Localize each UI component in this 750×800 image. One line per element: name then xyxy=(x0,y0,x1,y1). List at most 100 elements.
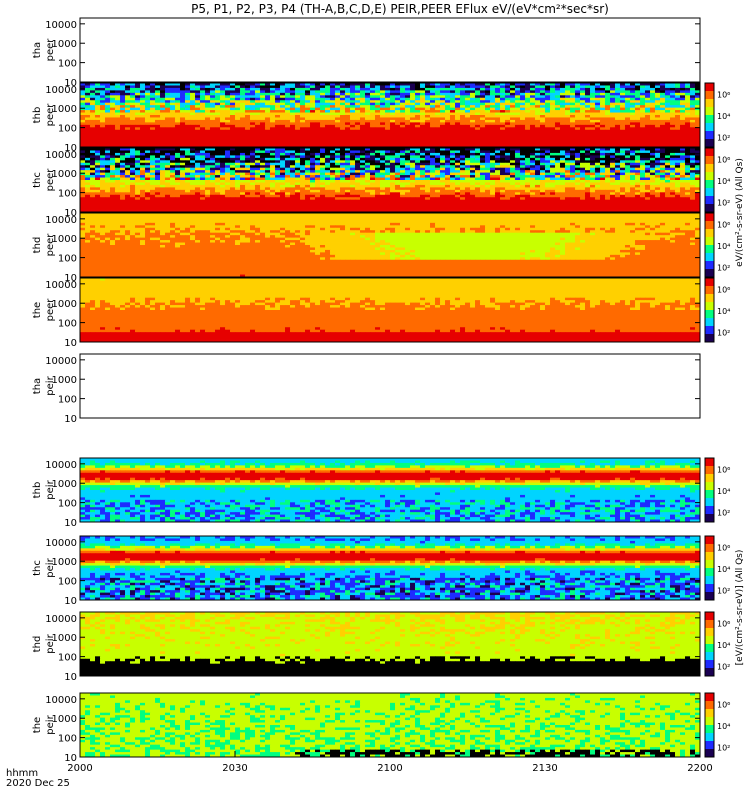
spectrogram-cell xyxy=(320,85,326,89)
spectrogram-cell xyxy=(620,180,626,183)
spectrogram-cell xyxy=(200,177,206,181)
spectrogram-cell xyxy=(610,117,616,121)
spectrogram-cell xyxy=(345,134,351,138)
spectrogram-cell xyxy=(680,112,686,116)
spectrogram-cell xyxy=(365,152,371,156)
spectrogram-cell xyxy=(265,83,271,86)
spectrogram-cell xyxy=(285,167,291,171)
spectrogram-cell xyxy=(440,83,446,86)
spectrogram-cell xyxy=(610,124,616,128)
spectrogram-cell xyxy=(615,152,621,156)
spectrogram-cell xyxy=(485,92,491,96)
spectrogram-cell xyxy=(445,177,451,181)
spectrogram-cell xyxy=(445,97,451,101)
spectrogram-cell xyxy=(460,152,466,156)
spectrogram-cell xyxy=(190,87,196,91)
spectrogram-cell xyxy=(655,150,661,154)
spectrogram-cell xyxy=(650,180,656,183)
spectrogram-cell xyxy=(565,87,571,91)
spectrogram-cell xyxy=(670,122,676,126)
spectrogram-cell xyxy=(395,170,401,174)
spectrogram-cell xyxy=(625,155,631,159)
spectrogram-cell xyxy=(250,167,256,171)
spectrogram-cell xyxy=(130,167,136,171)
spectrogram-cell xyxy=(360,134,366,138)
spectrogram-cell xyxy=(585,152,591,156)
spectrogram-cell xyxy=(450,95,456,99)
spectrogram-cell xyxy=(415,124,421,128)
spectrogram-cell xyxy=(320,122,326,126)
spectrogram-cell xyxy=(430,165,436,169)
spectrogram-cell xyxy=(625,137,631,141)
spectrogram-cell xyxy=(565,152,571,156)
spectrogram-cell xyxy=(220,124,226,128)
spectrogram-cell xyxy=(205,83,211,86)
spectrogram-cell xyxy=(650,127,656,131)
spectrogram-cell xyxy=(90,160,96,164)
spectrogram-cell xyxy=(495,124,501,128)
spectrogram-cell xyxy=(80,85,86,89)
spectrogram-cell xyxy=(115,180,121,183)
spectrogram-cell xyxy=(140,97,146,101)
spectrogram-cell xyxy=(350,122,356,126)
spectrogram-cells xyxy=(80,148,701,213)
spectrogram-cell xyxy=(105,139,111,143)
spectrogram-cell xyxy=(655,177,661,181)
spectrogram-cell xyxy=(515,132,521,136)
spectrogram-cell xyxy=(685,100,691,104)
spectrogram-cell xyxy=(90,137,96,141)
spectrogram-cell xyxy=(200,85,206,89)
spectrogram-cell xyxy=(650,144,656,148)
spectrogram-cell xyxy=(325,119,331,123)
spectrogram-cell xyxy=(640,144,646,148)
spectrogram-cell xyxy=(475,124,481,128)
spectrogram-cell xyxy=(155,177,161,181)
spectrogram-cell xyxy=(360,83,366,86)
spectrogram-cell xyxy=(685,110,691,113)
spectrogram-cell xyxy=(145,177,151,181)
spectrogram-cell xyxy=(460,165,466,169)
spectrogram-cell xyxy=(80,102,86,106)
spectrogram-cell xyxy=(140,157,146,161)
spectrogram-cell xyxy=(325,102,331,106)
spectrogram-cell xyxy=(635,100,641,104)
spectrogram-cell xyxy=(195,110,201,113)
spectrogram-cell xyxy=(100,105,106,109)
spectrogram-cell xyxy=(155,170,161,174)
spectrogram-cell xyxy=(690,102,696,106)
spectrogram-cell xyxy=(220,139,226,143)
spectrogram-cell xyxy=(420,119,426,123)
spectrogram-cell xyxy=(580,107,586,111)
spectrogram-cell xyxy=(615,144,621,148)
spectrogram-cell xyxy=(530,175,536,178)
spectrogram-cell xyxy=(645,117,651,121)
spectrogram-cell xyxy=(200,134,206,138)
spectrogram-cell xyxy=(510,167,516,171)
spectrogram-cell xyxy=(600,137,606,141)
spectrogram-cell xyxy=(470,100,476,104)
spectrogram-cell xyxy=(500,155,506,159)
spectrogram-cell xyxy=(275,124,281,128)
spectrogram-cell xyxy=(500,139,506,143)
spectrogram-cell xyxy=(115,97,121,101)
spectrogram-cell xyxy=(80,160,86,164)
spectrogram-cell xyxy=(575,160,581,164)
spectrogram-cell xyxy=(360,102,366,106)
spectrogram-cell xyxy=(405,162,411,166)
spectrogram-cell xyxy=(115,107,121,111)
spectrogram-cell xyxy=(185,87,191,91)
spectrogram-cell xyxy=(275,134,281,138)
spectrogram-cell xyxy=(515,87,521,91)
spectrogram-cell xyxy=(410,175,416,178)
spectrogram-cell xyxy=(625,148,631,151)
spectrogram-cell xyxy=(180,124,186,128)
spectrogram-cell xyxy=(190,105,196,109)
spectrogram-cell xyxy=(240,134,246,138)
spectrogram-cell xyxy=(625,102,631,106)
spectrogram-cell xyxy=(390,95,396,99)
spectrogram-cell xyxy=(390,100,396,104)
spectrogram-cell xyxy=(630,119,636,123)
spectrogram-cell xyxy=(95,142,101,145)
spectrogram-cell xyxy=(155,152,161,156)
